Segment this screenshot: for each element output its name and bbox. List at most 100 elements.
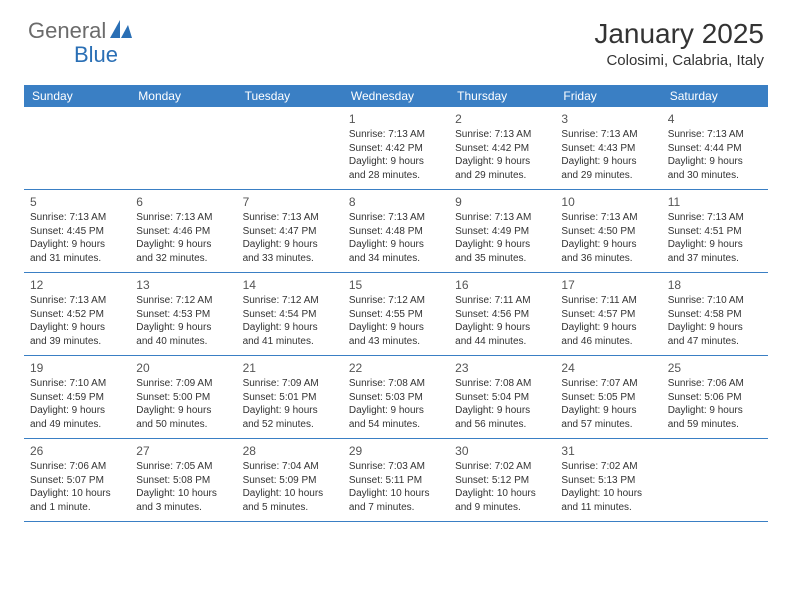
day-header: Sunday [24,85,130,107]
sunrise-text: Sunrise: 7:03 AM [349,460,443,474]
day-cell: 2Sunrise: 7:13 AMSunset: 4:42 PMDaylight… [449,107,555,189]
sunset-text: Sunset: 4:56 PM [455,308,549,322]
sunset-text: Sunset: 4:48 PM [349,225,443,239]
day-header: Saturday [662,85,768,107]
sunset-text: Sunset: 4:52 PM [30,308,124,322]
sunset-text: Sunset: 5:00 PM [136,391,230,405]
sunrise-text: Sunrise: 7:13 AM [561,128,655,142]
day-number: 7 [243,194,337,210]
day-cell: 15Sunrise: 7:12 AMSunset: 4:55 PMDayligh… [343,273,449,355]
daylight-text: Daylight: 9 hours and 40 minutes. [136,321,230,348]
day-cell: 24Sunrise: 7:07 AMSunset: 5:05 PMDayligh… [555,356,661,438]
sunset-text: Sunset: 5:03 PM [349,391,443,405]
sunrise-text: Sunrise: 7:05 AM [136,460,230,474]
sunset-text: Sunset: 5:08 PM [136,474,230,488]
day-cell: 7Sunrise: 7:13 AMSunset: 4:47 PMDaylight… [237,190,343,272]
sunrise-text: Sunrise: 7:06 AM [30,460,124,474]
day-number: 2 [455,111,549,127]
day-number: 1 [349,111,443,127]
sunset-text: Sunset: 4:57 PM [561,308,655,322]
sunrise-text: Sunrise: 7:13 AM [136,211,230,225]
sunrise-text: Sunrise: 7:13 AM [668,128,762,142]
day-cell: 9Sunrise: 7:13 AMSunset: 4:49 PMDaylight… [449,190,555,272]
sunrise-text: Sunrise: 7:10 AM [668,294,762,308]
logo-triangle-icon [110,20,132,43]
sunrise-text: Sunrise: 7:13 AM [243,211,337,225]
sunset-text: Sunset: 5:01 PM [243,391,337,405]
sunset-text: Sunset: 5:13 PM [561,474,655,488]
sunset-text: Sunset: 5:05 PM [561,391,655,405]
day-cell: 27Sunrise: 7:05 AMSunset: 5:08 PMDayligh… [130,439,236,521]
day-cell: 23Sunrise: 7:08 AMSunset: 5:04 PMDayligh… [449,356,555,438]
day-number: 6 [136,194,230,210]
day-number: 27 [136,443,230,459]
sunrise-text: Sunrise: 7:06 AM [668,377,762,391]
month-title: January 2025 [594,18,764,50]
day-cell: 31Sunrise: 7:02 AMSunset: 5:13 PMDayligh… [555,439,661,521]
logo-text-blue: Blue [74,42,118,67]
day-number: 13 [136,277,230,293]
sunrise-text: Sunrise: 7:10 AM [30,377,124,391]
day-header: Wednesday [343,85,449,107]
week-row: 26Sunrise: 7:06 AMSunset: 5:07 PMDayligh… [24,439,768,522]
sunrise-text: Sunrise: 7:04 AM [243,460,337,474]
daylight-text: Daylight: 9 hours and 52 minutes. [243,404,337,431]
day-cell: 20Sunrise: 7:09 AMSunset: 5:00 PMDayligh… [130,356,236,438]
day-header: Thursday [449,85,555,107]
day-number: 8 [349,194,443,210]
day-number: 29 [349,443,443,459]
day-cell: 22Sunrise: 7:08 AMSunset: 5:03 PMDayligh… [343,356,449,438]
sunrise-text: Sunrise: 7:08 AM [349,377,443,391]
day-number: 25 [668,360,762,376]
day-number: 10 [561,194,655,210]
day-cell: 11Sunrise: 7:13 AMSunset: 4:51 PMDayligh… [662,190,768,272]
day-cell: 21Sunrise: 7:09 AMSunset: 5:01 PMDayligh… [237,356,343,438]
day-cell: 29Sunrise: 7:03 AMSunset: 5:11 PMDayligh… [343,439,449,521]
sunset-text: Sunset: 4:43 PM [561,142,655,156]
sunrise-text: Sunrise: 7:09 AM [136,377,230,391]
daylight-text: Daylight: 9 hours and 56 minutes. [455,404,549,431]
week-row: 1Sunrise: 7:13 AMSunset: 4:42 PMDaylight… [24,107,768,190]
day-cell: 12Sunrise: 7:13 AMSunset: 4:52 PMDayligh… [24,273,130,355]
daylight-text: Daylight: 9 hours and 57 minutes. [561,404,655,431]
day-number: 21 [243,360,337,376]
daylight-text: Daylight: 9 hours and 29 minutes. [561,155,655,182]
day-cell: 3Sunrise: 7:13 AMSunset: 4:43 PMDaylight… [555,107,661,189]
calendar: SundayMondayTuesdayWednesdayThursdayFrid… [24,85,768,522]
day-number: 3 [561,111,655,127]
sunset-text: Sunset: 4:50 PM [561,225,655,239]
daylight-text: Daylight: 9 hours and 59 minutes. [668,404,762,431]
sunset-text: Sunset: 4:47 PM [243,225,337,239]
daylight-text: Daylight: 9 hours and 50 minutes. [136,404,230,431]
day-number: 18 [668,277,762,293]
sunrise-text: Sunrise: 7:13 AM [349,211,443,225]
day-cell: 16Sunrise: 7:11 AMSunset: 4:56 PMDayligh… [449,273,555,355]
sunrise-text: Sunrise: 7:08 AM [455,377,549,391]
day-header: Friday [555,85,661,107]
day-cell: 6Sunrise: 7:13 AMSunset: 4:46 PMDaylight… [130,190,236,272]
sunset-text: Sunset: 4:58 PM [668,308,762,322]
sunset-text: Sunset: 4:44 PM [668,142,762,156]
day-cell [130,107,236,189]
day-cell: 1Sunrise: 7:13 AMSunset: 4:42 PMDaylight… [343,107,449,189]
day-number: 30 [455,443,549,459]
day-cell: 8Sunrise: 7:13 AMSunset: 4:48 PMDaylight… [343,190,449,272]
day-number: 14 [243,277,337,293]
day-cell: 4Sunrise: 7:13 AMSunset: 4:44 PMDaylight… [662,107,768,189]
sunrise-text: Sunrise: 7:12 AM [136,294,230,308]
day-number: 19 [30,360,124,376]
daylight-text: Daylight: 9 hours and 28 minutes. [349,155,443,182]
sunset-text: Sunset: 4:53 PM [136,308,230,322]
sunrise-text: Sunrise: 7:13 AM [455,211,549,225]
day-number: 20 [136,360,230,376]
day-number: 26 [30,443,124,459]
weeks-container: 1Sunrise: 7:13 AMSunset: 4:42 PMDaylight… [24,107,768,522]
daylight-text: Daylight: 9 hours and 43 minutes. [349,321,443,348]
day-number: 23 [455,360,549,376]
daylight-text: Daylight: 9 hours and 29 minutes. [455,155,549,182]
sunset-text: Sunset: 4:42 PM [455,142,549,156]
sunrise-text: Sunrise: 7:11 AM [455,294,549,308]
sunrise-text: Sunrise: 7:13 AM [561,211,655,225]
logo: General Blue [28,18,132,44]
sunset-text: Sunset: 5:04 PM [455,391,549,405]
